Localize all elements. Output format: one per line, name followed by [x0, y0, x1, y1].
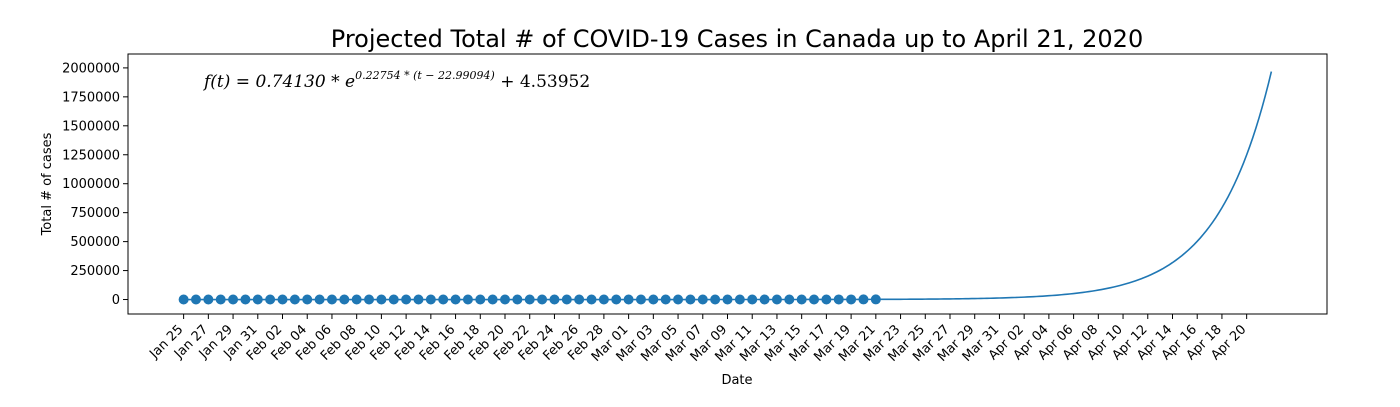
observed-point	[487, 294, 498, 305]
formula-exponent: 0.22754 * (t − 22.99094)	[355, 69, 495, 82]
y-tick-label: 1250000	[62, 148, 120, 163]
observed-point	[252, 294, 263, 305]
observed-point	[549, 294, 560, 305]
observed-point	[809, 294, 820, 305]
observed-point	[537, 294, 548, 305]
observed-point	[561, 294, 572, 305]
observed-point	[339, 294, 350, 305]
observed-point	[747, 294, 758, 305]
observed-point	[611, 294, 622, 305]
observed-point	[796, 294, 807, 305]
observed-point	[784, 294, 795, 305]
observed-point	[364, 294, 375, 305]
observed-point	[462, 294, 473, 305]
observed-point	[475, 294, 486, 305]
observed-point	[376, 294, 387, 305]
observed-point	[500, 294, 511, 305]
observed-points	[178, 294, 881, 305]
observed-point	[289, 294, 300, 305]
observed-point	[870, 294, 881, 305]
observed-point	[759, 294, 770, 305]
observed-point	[413, 294, 424, 305]
observed-point	[401, 294, 412, 305]
formula-lhs: f(t) = 0.74130 * e	[202, 72, 355, 92]
y-axis: 0 250000 500000 750000 1000000 1250000 1500000…	[62, 61, 128, 308]
observed-point	[722, 294, 733, 305]
observed-point	[524, 294, 535, 305]
chart-title: Projected Total # of COVID-19 Cases in C…	[331, 25, 1143, 53]
y-tick-label: 2000000	[62, 61, 120, 76]
observed-point	[685, 294, 696, 305]
observed-point	[240, 294, 251, 305]
observed-point	[203, 294, 214, 305]
observed-point	[277, 294, 288, 305]
x-axis-label: Date	[721, 373, 752, 388]
y-tick-label: 1500000	[62, 119, 120, 134]
observed-point	[635, 294, 646, 305]
observed-point	[771, 294, 782, 305]
observed-point	[821, 294, 832, 305]
observed-point	[598, 294, 609, 305]
observed-point	[734, 294, 745, 305]
observed-point	[190, 294, 201, 305]
observed-point	[858, 294, 869, 305]
observed-point	[450, 294, 461, 305]
y-tick-label: 1750000	[62, 90, 120, 105]
observed-point	[425, 294, 436, 305]
observed-point	[673, 294, 684, 305]
y-axis-label: Total # of cases	[40, 132, 55, 236]
observed-point	[648, 294, 659, 305]
observed-point	[623, 294, 634, 305]
y-tick-label: 500000	[70, 235, 120, 250]
observed-point	[228, 294, 239, 305]
observed-point	[314, 294, 325, 305]
y-tick-label: 0	[112, 293, 120, 308]
observed-point	[265, 294, 276, 305]
observed-point	[697, 294, 708, 305]
observed-point	[215, 294, 226, 305]
observed-point	[178, 294, 189, 305]
y-tick-label: 1000000	[62, 177, 120, 192]
formula-annotation: f(t) = 0.74130 * e0.22754 * (t − 22.9909…	[202, 69, 590, 92]
observed-point	[326, 294, 337, 305]
observed-point	[710, 294, 721, 305]
observed-point	[833, 294, 844, 305]
y-tick-label: 250000	[70, 264, 120, 279]
observed-point	[512, 294, 523, 305]
observed-point	[388, 294, 399, 305]
fit-curve-line	[183, 71, 1273, 301]
plot-area-frame	[127, 53, 1328, 315]
y-tick-label: 750000	[70, 206, 120, 221]
observed-point	[574, 294, 585, 305]
observed-point	[846, 294, 857, 305]
formula-rhs: + 4.53952	[495, 72, 590, 92]
observed-point	[302, 294, 313, 305]
observed-point	[438, 294, 449, 305]
observed-point	[351, 294, 362, 305]
observed-point	[586, 294, 597, 305]
observed-point	[660, 294, 671, 305]
